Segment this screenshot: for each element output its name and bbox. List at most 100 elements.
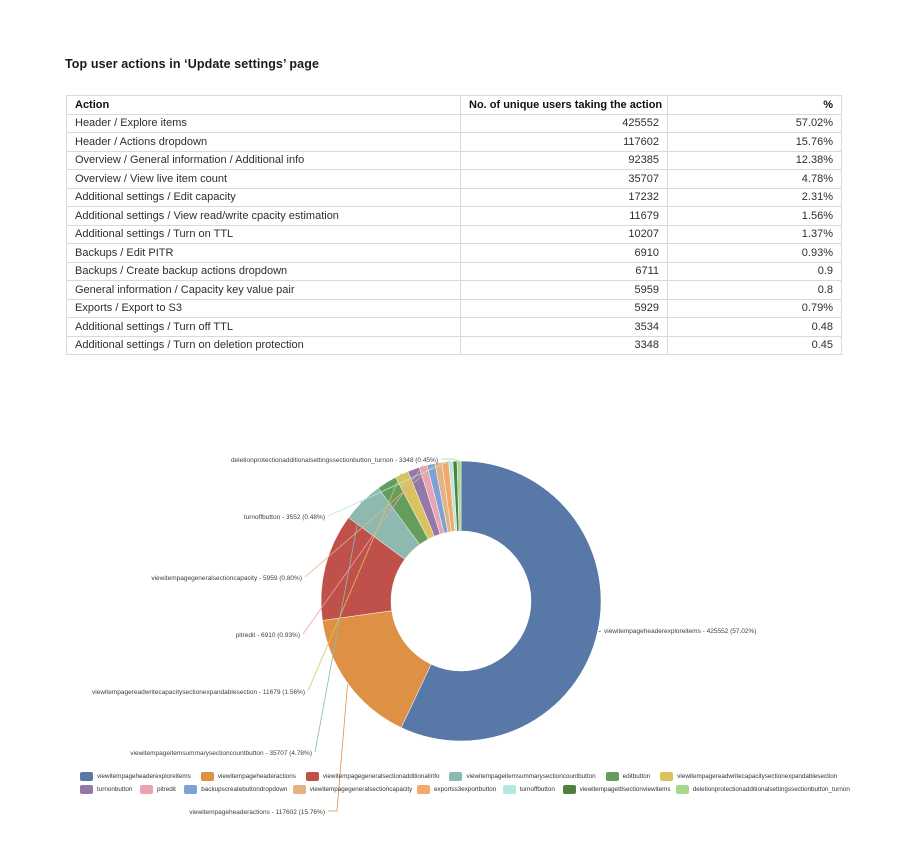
- slice-label-turnoffbutton: turnoffbutton - 3552 (0.48%): [244, 514, 325, 521]
- legend-label: exportss3exportbutton: [433, 786, 497, 793]
- pie-slice-viewitempagettlsectionviewitems: [452, 460, 460, 532]
- users-cell: 6910: [460, 243, 668, 263]
- legend-item-backupscreatebuttondropdown: backupscreatebuttondropdown: [184, 785, 287, 794]
- legend-item-viewitempagegeneralsectioncapacity: viewitempagegeneralsectioncapacity: [292, 785, 412, 794]
- legend-row: turnonbutton pitredit backupscreatebuttond…: [80, 785, 850, 794]
- users-cell: 425552: [460, 113, 668, 133]
- slice-label-deletionprotectionadditionalsettingssectionbutton_turnon: deletionprotectionadditionalsettingssect…: [231, 457, 438, 464]
- legend-item-deletionprotectionadditionalsettingssectionbutton_turnon: deletionprotectionadditionalsettingssect…: [675, 785, 850, 794]
- legend-label: backupscreatebuttondropdown: [201, 786, 288, 793]
- slice-leader-line: [327, 460, 451, 517]
- users-cell: 3534: [460, 317, 668, 337]
- legend-swatch: [184, 785, 198, 794]
- percent-cell: 1.37%: [667, 224, 842, 244]
- users-cell: 5929: [460, 298, 668, 318]
- pie-slice-turnonbutton: [407, 467, 441, 537]
- percent-cell: 4.78%: [667, 169, 842, 189]
- legend-swatch: [449, 772, 463, 781]
- percent-cell: 0.79%: [667, 298, 842, 318]
- users-cell: 17232: [460, 187, 668, 207]
- pie-slice-viewitempagegeneralsectionadditionalinfo: [320, 517, 406, 621]
- column-header-action: Action: [66, 95, 461, 115]
- legend-item-viewitempageheaderexploreitems: viewitempageheaderexploreitems: [80, 772, 191, 781]
- pie-slice-exportss3exportbutton: [441, 461, 456, 532]
- legend-swatch: [562, 785, 576, 794]
- users-cell: 6711: [460, 261, 668, 281]
- action-cell: Additional settings / Turn on TTL: [66, 224, 461, 244]
- legend-label: viewitempagegeneralsectioncapacity: [309, 786, 413, 793]
- page-title: Top user actions in ‘Update settings’ pa…: [65, 57, 320, 71]
- legend-swatch: [675, 785, 689, 794]
- legend-swatch: [80, 772, 93, 781]
- legend-label: viewitempageheaderexploreitems: [97, 773, 191, 780]
- table-row: Header / Actions dropdown 117602 15.76%: [66, 132, 842, 152]
- table-header-row: Action No. of unique users taking the ac…: [66, 95, 842, 115]
- legend-label: viewitempagettlsectionviewitems: [579, 786, 671, 793]
- users-cell: 5959: [460, 280, 668, 300]
- action-cell: Header / Actions dropdown: [66, 132, 461, 152]
- table-row: General information / Capacity key value…: [66, 280, 842, 300]
- users-cell: 35707: [460, 169, 668, 189]
- legend-swatch: [80, 785, 93, 794]
- action-cell: Overview / General information / Additio…: [66, 150, 461, 170]
- actions-table: Action No. of unique users taking the ac…: [66, 95, 842, 355]
- action-cell: Exports / Export to S3: [66, 298, 461, 318]
- table-row: Additional settings / Turn off TTL 3534 0.…: [66, 317, 842, 337]
- column-header-percent: %: [667, 95, 842, 115]
- users-cell: 3348: [460, 335, 668, 355]
- percent-cell: 0.48: [667, 317, 842, 337]
- percent-cell: 2.31%: [667, 187, 842, 207]
- action-cell: Additional settings / Turn on deletion p…: [66, 335, 461, 355]
- legend-swatch: [416, 785, 430, 794]
- legend-item-viewitempagettlsectionviewitems: viewitempagettlsectionviewitems: [562, 785, 671, 794]
- table-row: Additional settings / Turn on TTL 10207 1.…: [66, 224, 842, 244]
- percent-cell: 57.02%: [667, 113, 842, 133]
- pie-slice-viewitempagereadwritecapacitysectionexpandablesection: [395, 471, 435, 540]
- legend-swatch: [502, 785, 516, 794]
- legend-label: editbutton: [622, 773, 651, 780]
- action-cell: Header / Explore items: [66, 113, 461, 133]
- percent-cell: 1.56%: [667, 206, 842, 226]
- legend-item-exportss3exportbutton: exportss3exportbutton: [416, 785, 497, 794]
- table-body: Header / Explore items 425552 57.02% Header…: [66, 113, 842, 355]
- percent-cell: 0.8: [667, 280, 842, 300]
- table-row: Backups / Create backup actions dropdown…: [66, 261, 842, 281]
- legend-row: viewitempageheaderexploreitems viewitempa…: [80, 772, 842, 781]
- legend-item-viewitempagegeneralsectionadditionalinfo: viewitempagegeneralsectionadditionalinfo: [305, 772, 439, 781]
- action-cell: General information / Capacity key value…: [66, 280, 461, 300]
- slice-label-pitredit: pitredit - 6910 (0.93%): [236, 632, 300, 639]
- table-row: Header / Explore items 425552 57.02%: [66, 113, 842, 133]
- users-cell: 10207: [460, 224, 668, 244]
- legend-item-pitredit: pitredit: [140, 785, 176, 794]
- users-cell: 92385: [460, 150, 668, 170]
- legend-item-turnonbutton: turnonbutton: [80, 785, 132, 794]
- slice-leader-line: [307, 473, 402, 692]
- legend-label: viewitempagereadwritecapacitysectionexpa…: [677, 773, 838, 780]
- legend-swatch: [292, 785, 306, 794]
- slice-leader-line: [314, 500, 362, 753]
- slice-label-viewitempageheaderexploreitems: viewitempageheaderexploreitems - 425552 …: [604, 628, 756, 635]
- pie-slice-backupscreatebuttondropdown: [426, 463, 449, 534]
- percent-cell: 0.93%: [667, 243, 842, 263]
- legend-item-viewitempageheaderactions: viewitempageheaderactions: [200, 772, 296, 781]
- slice-leader-line: [441, 458, 460, 462]
- pie-slice-deletionprotectionadditionalsettingssectionbutton_turnon: [456, 460, 462, 532]
- pie-slice-turnoffbutton: [448, 460, 458, 532]
- percent-cell: 12.38%: [667, 150, 842, 170]
- pie-slice-viewitempageheaderactions: [322, 610, 432, 728]
- slice-label-viewitempagereadwritecapacitysectionexpandablesection: viewitempagereadwritecapacitysectionexpa…: [92, 689, 305, 696]
- percent-cell: 0.45: [667, 335, 842, 355]
- table-row: Exports / Export to S3 5929 0.79%: [66, 298, 842, 318]
- legend-swatch: [200, 772, 214, 781]
- action-cell: Overview / View live item count: [66, 169, 461, 189]
- legend-swatch: [660, 772, 674, 781]
- legend-label: pitredit: [157, 786, 176, 793]
- pie-slice-viewitempagegeneralsectioncapacity: [434, 462, 452, 533]
- legend-label: viewitempageheaderactions: [217, 773, 296, 780]
- legend-item-viewitempageitemsummarysectioncountbutton: viewitempageitemsummarysectioncountbutto…: [449, 772, 596, 781]
- action-cell: Additional settings / Edit capacity: [66, 187, 461, 207]
- slice-leader-line: [304, 461, 439, 578]
- action-cell: Additional settings / View read/write cp…: [66, 206, 461, 226]
- slice-leader-line: [302, 464, 424, 635]
